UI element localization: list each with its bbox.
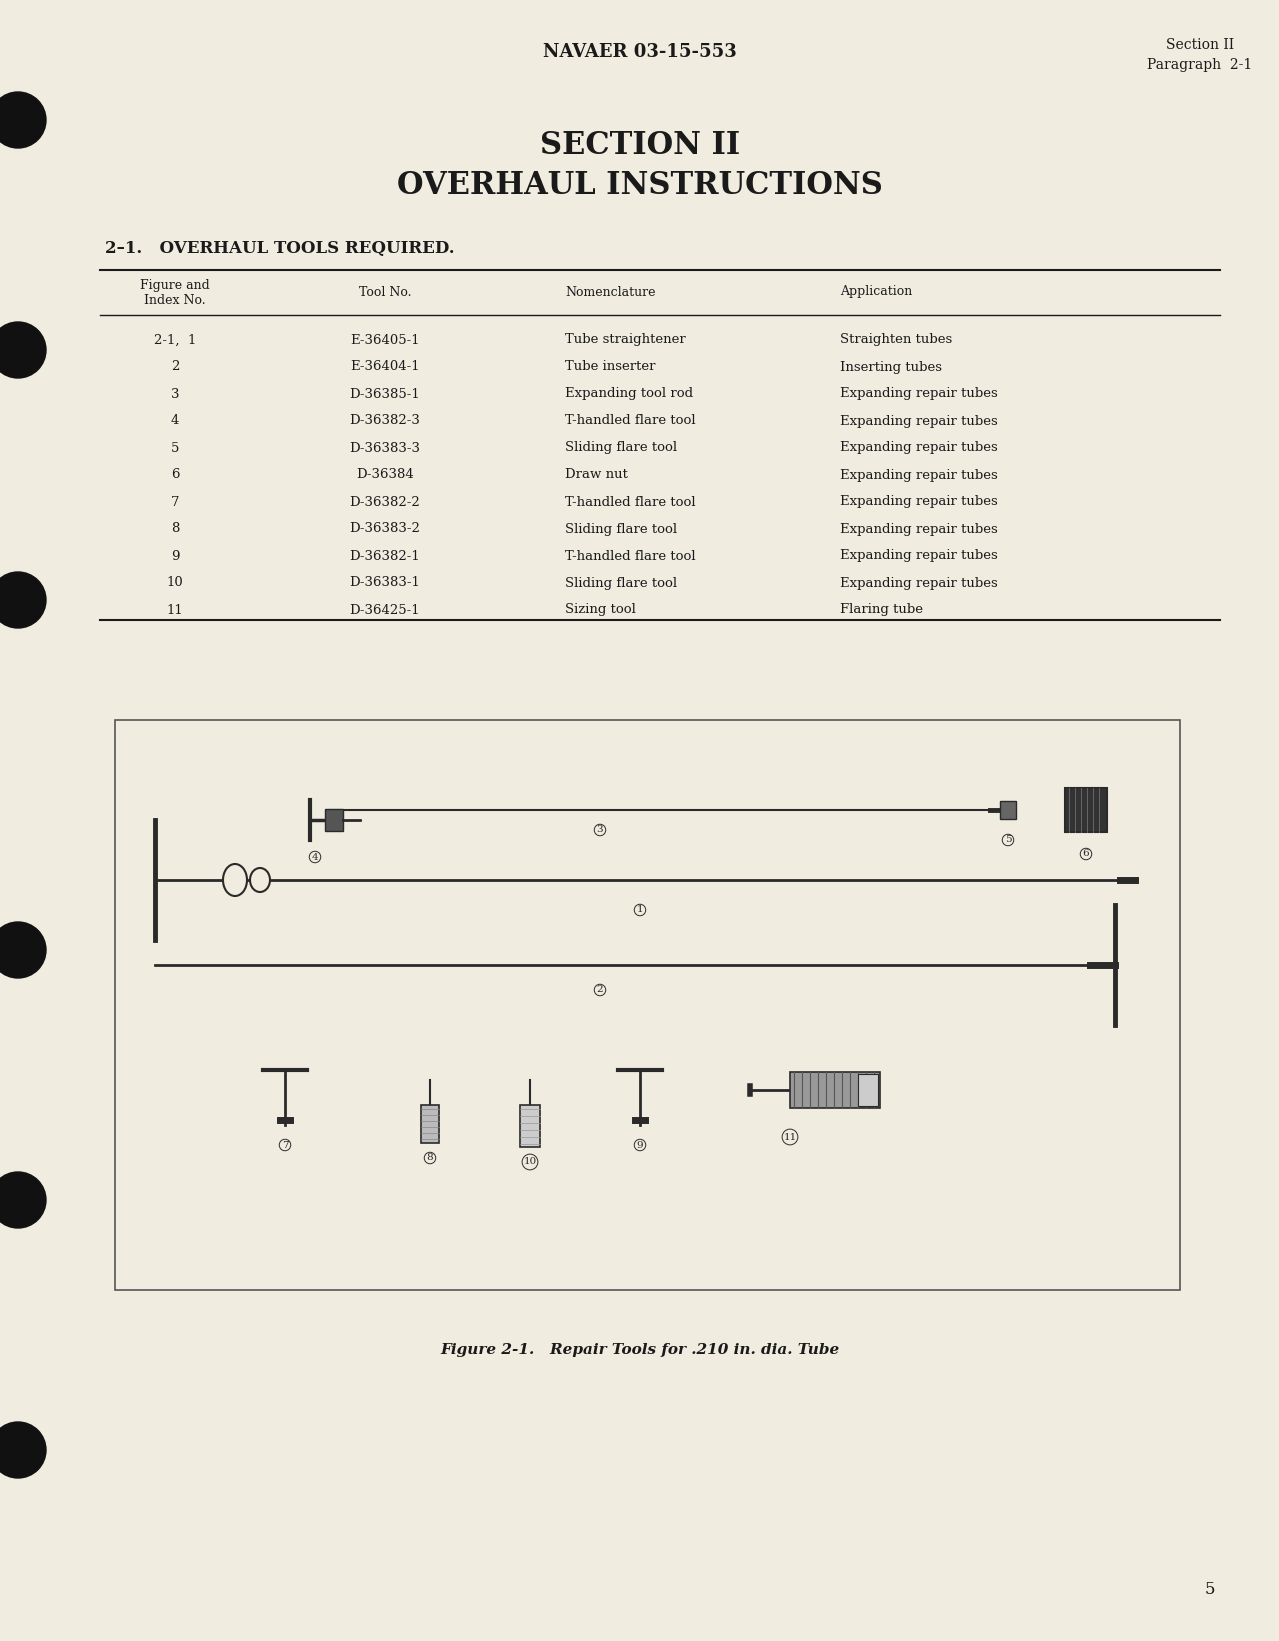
Text: Tube straightener: Tube straightener xyxy=(565,333,686,346)
Text: D-36384: D-36384 xyxy=(356,468,414,481)
Text: 4: 4 xyxy=(171,415,179,428)
Text: 10: 10 xyxy=(523,1157,537,1167)
Text: 2: 2 xyxy=(597,986,604,994)
Text: D-36383-3: D-36383-3 xyxy=(349,441,421,455)
Text: D-36425-1: D-36425-1 xyxy=(349,604,421,617)
Text: Expanding repair tubes: Expanding repair tubes xyxy=(840,468,998,481)
Text: OVERHAUL INSTRUCTIONS: OVERHAUL INSTRUCTIONS xyxy=(396,169,883,200)
Text: 2: 2 xyxy=(171,361,179,374)
Text: 6: 6 xyxy=(1083,850,1090,858)
Text: Expanding repair tubes: Expanding repair tubes xyxy=(840,387,998,400)
Text: 5: 5 xyxy=(1005,835,1012,845)
Text: 1: 1 xyxy=(637,906,643,914)
Text: 8: 8 xyxy=(427,1154,434,1162)
Bar xyxy=(790,1072,880,1108)
Bar xyxy=(1000,801,1016,819)
Text: Application: Application xyxy=(840,286,912,299)
Bar xyxy=(115,720,1181,1290)
Bar xyxy=(858,1073,877,1106)
Text: D-36382-2: D-36382-2 xyxy=(349,496,421,509)
Text: 3: 3 xyxy=(597,825,604,835)
Text: Section II: Section II xyxy=(1166,38,1234,53)
Text: 2–1.   OVERHAUL TOOLS REQUIRED.: 2–1. OVERHAUL TOOLS REQUIRED. xyxy=(105,240,454,256)
Text: D-36382-1: D-36382-1 xyxy=(349,550,421,563)
Text: 4: 4 xyxy=(312,853,318,862)
Text: 9: 9 xyxy=(637,1140,643,1149)
Text: Nomenclature: Nomenclature xyxy=(565,286,656,299)
Text: Sliding flare tool: Sliding flare tool xyxy=(565,441,677,455)
Text: Sizing tool: Sizing tool xyxy=(565,604,636,617)
Text: 7: 7 xyxy=(171,496,179,509)
Text: 5: 5 xyxy=(1205,1582,1215,1598)
Text: 8: 8 xyxy=(171,522,179,535)
Text: 5: 5 xyxy=(171,441,179,455)
Text: 11: 11 xyxy=(166,604,183,617)
Text: T-handled flare tool: T-handled flare tool xyxy=(565,496,696,509)
Text: Figure 2-1.   Repair Tools for .210 in. dia. Tube: Figure 2-1. Repair Tools for .210 in. di… xyxy=(440,1342,839,1357)
Ellipse shape xyxy=(223,865,247,896)
Text: 3: 3 xyxy=(171,387,179,400)
Ellipse shape xyxy=(249,868,270,893)
Text: NAVAER 03-15-553: NAVAER 03-15-553 xyxy=(544,43,737,61)
Text: T-handled flare tool: T-handled flare tool xyxy=(565,415,696,428)
Bar xyxy=(421,1104,439,1144)
Text: SECTION II: SECTION II xyxy=(540,130,741,161)
Text: Index No.: Index No. xyxy=(145,294,206,307)
Text: Expanding repair tubes: Expanding repair tubes xyxy=(840,522,998,535)
Text: Expanding repair tubes: Expanding repair tubes xyxy=(840,441,998,455)
Text: E-36405-1: E-36405-1 xyxy=(350,333,420,346)
Bar xyxy=(521,1104,540,1147)
Circle shape xyxy=(0,322,46,377)
Circle shape xyxy=(0,1172,46,1227)
Bar xyxy=(325,809,343,830)
Text: Straighten tubes: Straighten tubes xyxy=(840,333,953,346)
Text: D-36383-2: D-36383-2 xyxy=(349,522,421,535)
Circle shape xyxy=(0,573,46,629)
Text: Figure and: Figure and xyxy=(141,279,210,292)
Text: T-handled flare tool: T-handled flare tool xyxy=(565,550,696,563)
Bar xyxy=(1065,788,1108,832)
Circle shape xyxy=(0,1423,46,1479)
Text: Expanding repair tubes: Expanding repair tubes xyxy=(840,576,998,589)
Text: Expanding tool rod: Expanding tool rod xyxy=(565,387,693,400)
Text: 2-1,  1: 2-1, 1 xyxy=(153,333,196,346)
Text: Inserting tubes: Inserting tubes xyxy=(840,361,943,374)
Text: Expanding repair tubes: Expanding repair tubes xyxy=(840,415,998,428)
Text: D-36383-1: D-36383-1 xyxy=(349,576,421,589)
Text: 11: 11 xyxy=(783,1132,797,1142)
Text: 6: 6 xyxy=(171,468,179,481)
Circle shape xyxy=(0,922,46,978)
Text: D-36382-3: D-36382-3 xyxy=(349,415,421,428)
Circle shape xyxy=(0,92,46,148)
Text: Expanding repair tubes: Expanding repair tubes xyxy=(840,496,998,509)
Text: D-36385-1: D-36385-1 xyxy=(349,387,421,400)
Text: Flaring tube: Flaring tube xyxy=(840,604,923,617)
Text: 7: 7 xyxy=(281,1140,288,1149)
Text: Sliding flare tool: Sliding flare tool xyxy=(565,576,677,589)
Text: Expanding repair tubes: Expanding repair tubes xyxy=(840,550,998,563)
Text: Draw nut: Draw nut xyxy=(565,468,628,481)
Text: E-36404-1: E-36404-1 xyxy=(350,361,420,374)
Text: 10: 10 xyxy=(166,576,183,589)
Text: Sliding flare tool: Sliding flare tool xyxy=(565,522,677,535)
Text: Paragraph  2-1: Paragraph 2-1 xyxy=(1147,57,1252,72)
Text: Tube inserter: Tube inserter xyxy=(565,361,656,374)
Text: 9: 9 xyxy=(171,550,179,563)
Text: Tool No.: Tool No. xyxy=(358,286,412,299)
